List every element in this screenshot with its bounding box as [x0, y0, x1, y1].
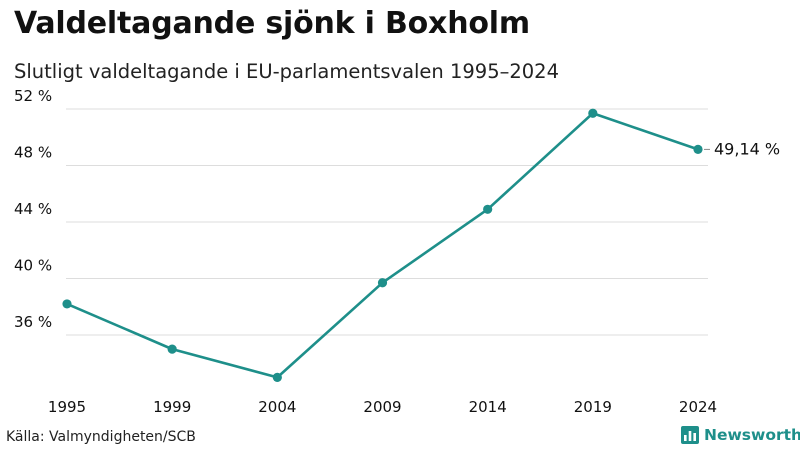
source-note: Källa: Valmyndigheten/SCB	[6, 429, 196, 445]
brand-name: Newsworthy	[704, 426, 800, 444]
x-tick-label: 1999	[153, 398, 191, 416]
x-tick-label: 2009	[363, 398, 401, 416]
data-point[interactable]	[588, 109, 597, 118]
y-tick-label: 52 %	[14, 87, 52, 105]
data-point[interactable]	[168, 345, 177, 354]
brand[interactable]: Newsworthy	[681, 426, 800, 444]
series-line	[67, 113, 698, 377]
data-point[interactable]	[378, 278, 387, 287]
y-tick-label: 44 %	[14, 200, 52, 218]
newsworthy-logo-icon	[681, 426, 699, 444]
data-point[interactable]	[62, 299, 71, 308]
line-chart: 36 % 40 % 44 % 48 % 52 % 1995 1999 2004 2009 2014…	[0, 0, 800, 450]
x-tick-label: 2014	[469, 398, 507, 416]
data-point[interactable]	[273, 373, 282, 382]
x-tick-label: 2004	[258, 398, 296, 416]
data-point[interactable]	[693, 145, 702, 154]
data-point[interactable]	[483, 205, 492, 214]
x-tick-label: 2024	[679, 398, 717, 416]
end-value-label: 49,14 %	[714, 139, 780, 158]
x-tick-label: 2019	[574, 398, 612, 416]
y-tick-label: 36 %	[14, 313, 52, 331]
x-tick-label: 1995	[48, 398, 86, 416]
y-tick-label: 40 %	[14, 257, 52, 275]
y-tick-label: 48 %	[14, 144, 52, 162]
